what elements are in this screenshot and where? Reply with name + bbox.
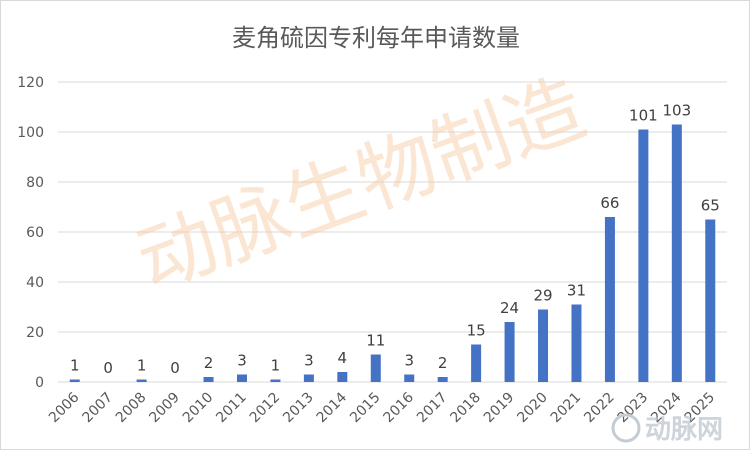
x-tick-label: 2011 bbox=[213, 390, 250, 427]
bar-2017 bbox=[437, 377, 448, 382]
x-tick-label: 2010 bbox=[180, 390, 217, 427]
bar-2018 bbox=[471, 344, 482, 382]
bar-2016 bbox=[404, 374, 415, 382]
bar-2008 bbox=[136, 379, 147, 382]
x-tick-label: 2020 bbox=[514, 390, 551, 427]
data-label-2011: 3 bbox=[237, 352, 247, 370]
data-label-2016: 3 bbox=[404, 352, 414, 370]
x-axis-ticks: 2006200720082009201020112012201320142015… bbox=[46, 389, 718, 426]
bar-2020 bbox=[538, 309, 549, 382]
x-tick-label: 2012 bbox=[247, 390, 284, 427]
watermark-text: 动脉生物制造 bbox=[126, 63, 597, 308]
bar-2006 bbox=[69, 379, 80, 382]
bar-2010 bbox=[203, 377, 214, 382]
y-tick-label: 100 bbox=[17, 125, 44, 141]
data-label-2006: 1 bbox=[70, 357, 80, 375]
y-tick-label: 120 bbox=[17, 75, 44, 91]
data-label-2010: 2 bbox=[204, 354, 214, 372]
data-label-2018: 15 bbox=[467, 322, 486, 340]
bar-2022 bbox=[604, 217, 615, 382]
x-tick-label: 2021 bbox=[548, 390, 585, 427]
data-label-2014: 4 bbox=[338, 349, 348, 367]
data-label-2021: 31 bbox=[567, 282, 586, 300]
chart-title: 麦角硫因专利每年申请数量 bbox=[232, 24, 520, 52]
bar-2021 bbox=[571, 304, 582, 382]
y-tick-label: 40 bbox=[26, 275, 44, 291]
bar-2023 bbox=[638, 129, 649, 382]
bar-2015 bbox=[370, 354, 381, 382]
data-label-2019: 24 bbox=[500, 299, 519, 317]
data-label-2012: 1 bbox=[271, 357, 281, 375]
y-tick-label: 60 bbox=[26, 225, 44, 241]
bars bbox=[69, 124, 716, 382]
bar-2014 bbox=[337, 372, 348, 382]
data-label-2015: 11 bbox=[366, 332, 385, 350]
data-label-2025: 65 bbox=[701, 197, 720, 215]
x-tick-label: 2022 bbox=[581, 390, 618, 427]
x-tick-label: 2018 bbox=[447, 390, 484, 427]
grid-lines bbox=[58, 81, 727, 383]
bar-2019 bbox=[504, 322, 515, 382]
x-tick-label: 2008 bbox=[113, 390, 150, 427]
data-label-2020: 29 bbox=[533, 287, 552, 305]
data-label-2007: 0 bbox=[103, 359, 113, 377]
y-tick-label: 0 bbox=[35, 375, 44, 391]
bar-2024 bbox=[671, 124, 682, 382]
data-label-2017: 2 bbox=[438, 354, 448, 372]
x-tick-label: 2017 bbox=[414, 390, 451, 427]
logo-text: 动脉网 bbox=[645, 415, 723, 445]
bar-2013 bbox=[303, 374, 314, 382]
x-tick-label: 2019 bbox=[481, 390, 518, 427]
data-label-2023: 101 bbox=[629, 107, 658, 125]
bar-2011 bbox=[236, 374, 247, 382]
data-label-2013: 3 bbox=[304, 352, 314, 370]
bar-2012 bbox=[270, 379, 281, 382]
data-label-2024: 103 bbox=[663, 102, 692, 120]
x-tick-label: 2016 bbox=[381, 389, 418, 426]
y-tick-label: 20 bbox=[26, 325, 44, 341]
x-tick-label: 2014 bbox=[314, 389, 351, 426]
data-label-2008: 1 bbox=[137, 357, 147, 375]
logo-icon bbox=[611, 413, 641, 443]
y-axis-ticks: 0 20 40 60 80 100 120 bbox=[17, 75, 44, 391]
y-tick-label: 80 bbox=[26, 175, 44, 191]
x-tick-label: 2006 bbox=[46, 389, 83, 426]
watermark: 动脉生物制造 bbox=[126, 63, 597, 308]
bar-2025 bbox=[705, 219, 716, 382]
logo-mark: 动脉网 bbox=[611, 413, 723, 445]
x-tick-label: 2015 bbox=[347, 390, 384, 427]
x-tick-label: 2007 bbox=[79, 390, 116, 427]
x-tick-label: 2009 bbox=[146, 390, 183, 427]
x-tick-label: 2013 bbox=[280, 390, 317, 427]
data-label-2009: 0 bbox=[170, 359, 180, 377]
data-label-2022: 66 bbox=[600, 194, 619, 212]
